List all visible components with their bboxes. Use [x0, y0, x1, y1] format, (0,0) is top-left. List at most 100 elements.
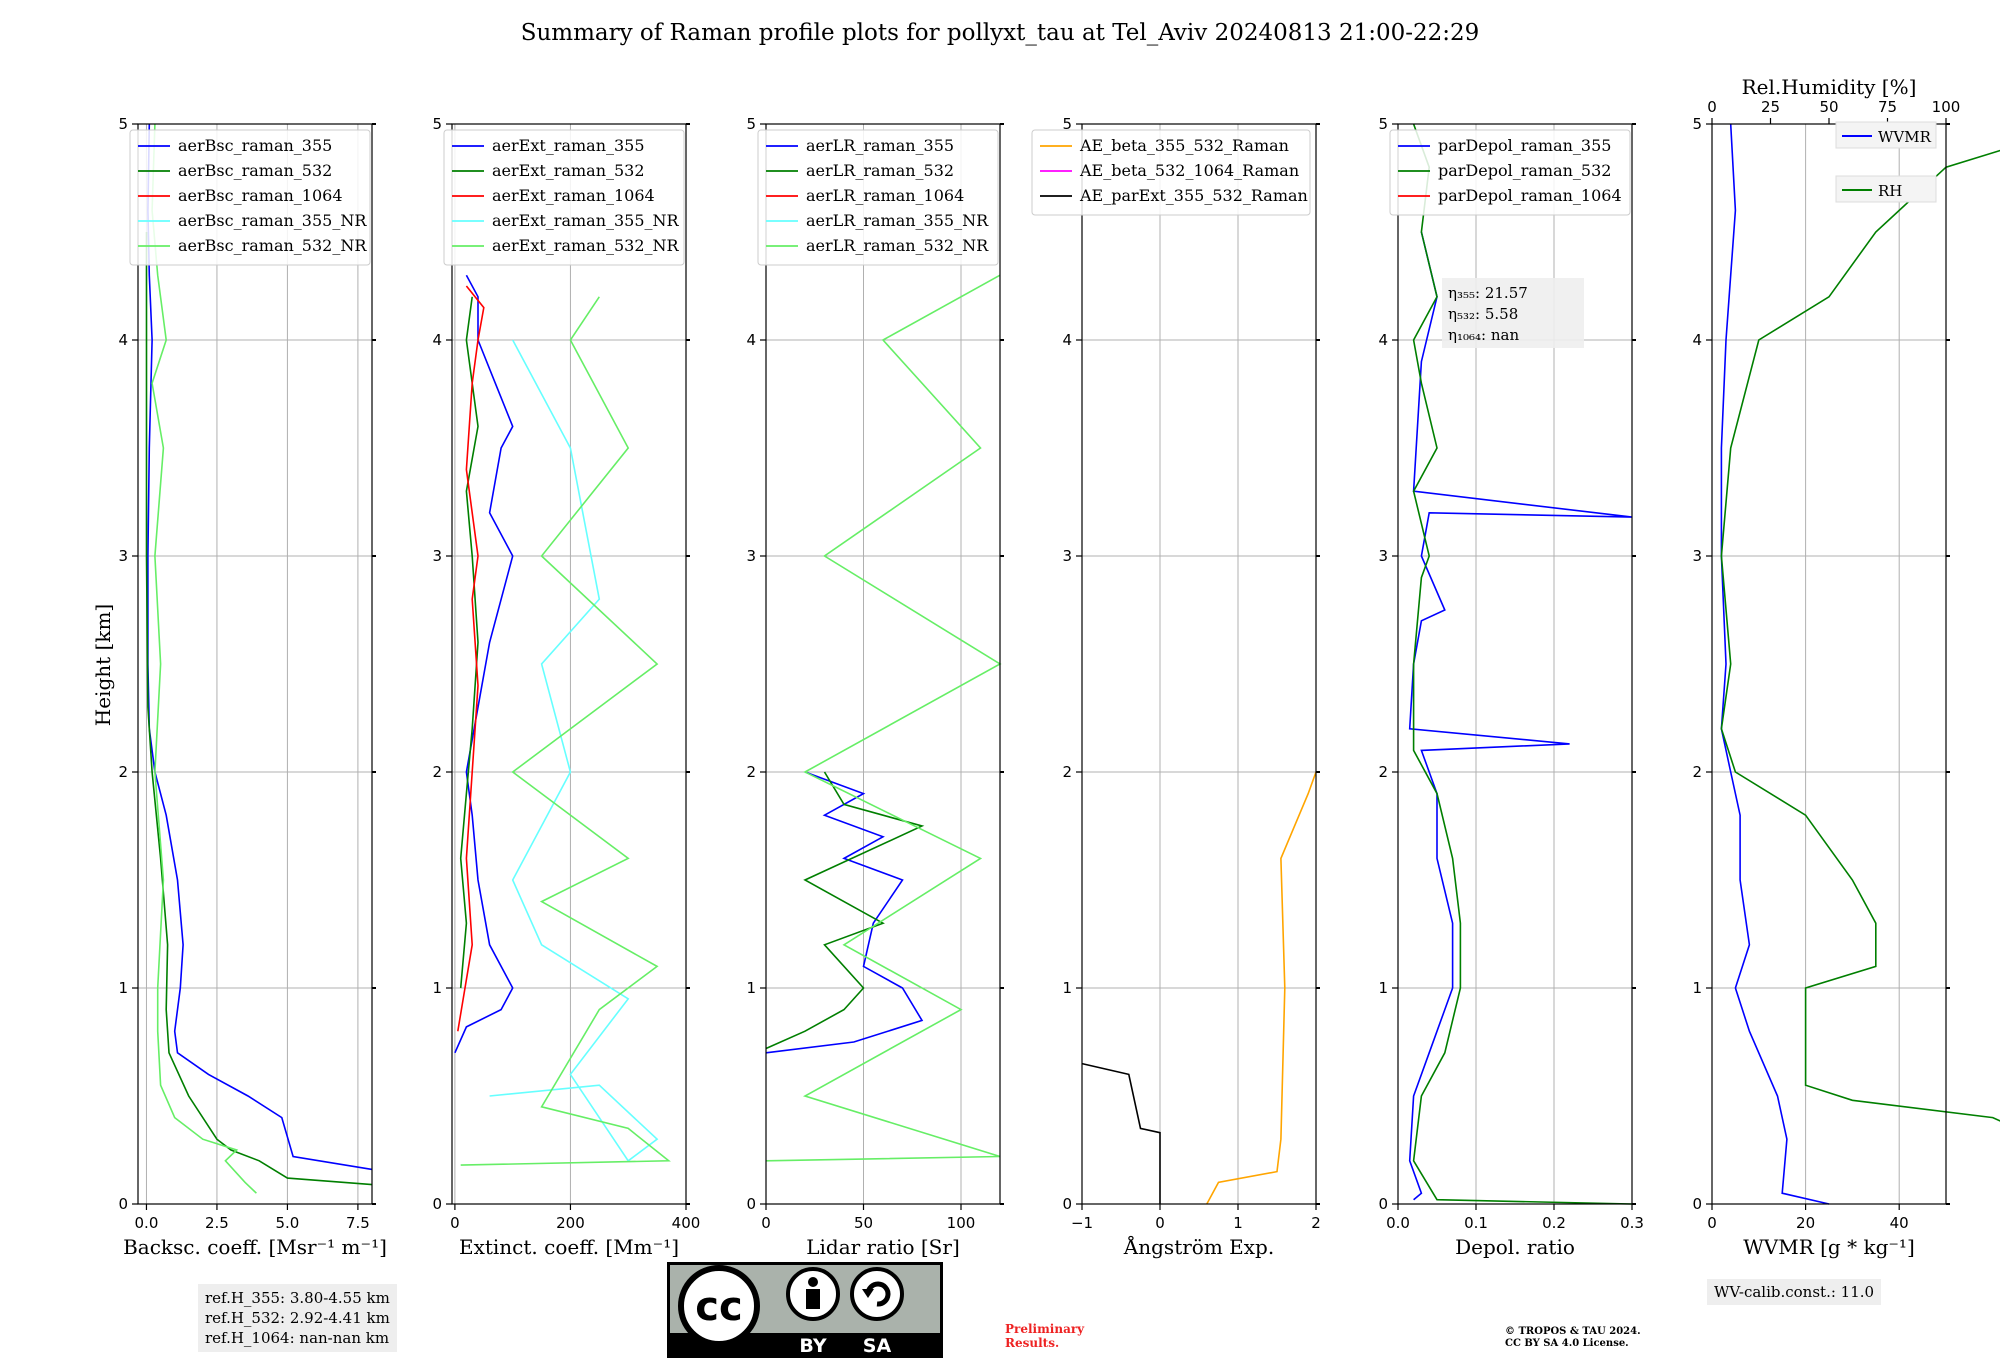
x-tick-label: 0: [1707, 1214, 1717, 1232]
series-line-aerExt_raman_532: [459, 296, 479, 989]
eta-annotation-line: η₃₅₅: 21.57: [1448, 284, 1528, 302]
x-tick-label: 2.5: [205, 1214, 229, 1232]
top-tick-label: 25: [1761, 98, 1780, 116]
legend-box: [757, 129, 999, 266]
top-tick-label: 100: [1932, 98, 1961, 116]
legend-box: [1031, 129, 1311, 216]
y-tick-label: 5: [1692, 115, 1702, 133]
y-tick-label: 3: [1378, 547, 1388, 565]
y-tick-label: 3: [432, 547, 442, 565]
series-line-aerExt_raman_532_NR: [460, 296, 671, 1166]
preliminary-line-2: Results.: [1005, 1336, 1060, 1350]
y-tick-label: 4: [1378, 331, 1388, 349]
legend-label: aerLR_raman_355: [806, 136, 954, 155]
legend-box: [1389, 129, 1631, 216]
y-tick-label: 1: [432, 979, 442, 997]
axes-frame: [765, 123, 1001, 1205]
series-line-aerLR_raman_355: [765, 771, 924, 1054]
series-line-WVMR: [1720, 123, 1830, 1205]
x-tick-label: 0.0: [135, 1214, 159, 1232]
legend-label: parDepol_raman_532: [1438, 161, 1611, 180]
preliminary-line-1: Preliminary: [1005, 1322, 1085, 1336]
legend-label: aerExt_raman_532: [492, 161, 645, 180]
y-tick-label: 2: [118, 763, 128, 781]
x-tick-label: 0.3: [1620, 1214, 1644, 1232]
x-tick-label: 1: [1233, 1214, 1243, 1232]
y-tick-label: 0: [1378, 1195, 1388, 1213]
legend-label: aerExt_raman_532_NR: [492, 236, 680, 255]
y-tick-label: 4: [1692, 331, 1702, 349]
top-tick-label: 75: [1878, 98, 1897, 116]
legend-label: aerLR_raman_355_NR: [806, 211, 989, 230]
legend-label: parDepol_raman_1064: [1438, 186, 1622, 205]
legend-label: aerBsc_raman_355_NR: [178, 211, 367, 230]
series-line-aerBsc_raman_355: [147, 123, 373, 1171]
x-tick-label: 0.2: [1542, 1214, 1566, 1232]
y-tick-label: 0: [746, 1195, 756, 1213]
series-line-aerLR_raman_532_NR: [765, 274, 1002, 1162]
x-tick-label: 40: [1890, 1214, 1909, 1232]
y-axis-label: Height [km]: [91, 604, 115, 726]
y-tick-label: 3: [1062, 547, 1072, 565]
copyright-line-1: © TROPOS & TAU 2024.: [1505, 1326, 1641, 1337]
x-tick-label: 200: [556, 1214, 585, 1232]
x-tick-label: 50: [854, 1214, 873, 1232]
legend-label: aerExt_raman_355: [492, 136, 645, 155]
x-axis-label: Lidar ratio [Sr]: [806, 1235, 960, 1259]
x-axis-label: Backsc. coeff. [Msr⁻¹ m⁻¹]: [123, 1235, 387, 1259]
legend-label: WVMR: [1878, 128, 1932, 146]
x-tick-label: 0: [1155, 1214, 1165, 1232]
y-tick-label: 2: [432, 763, 442, 781]
axes-frame: [451, 123, 687, 1205]
legend-label: AE_beta_355_532_Raman: [1079, 136, 1289, 155]
ref-height-box: ref.H_355: 3.80-4.55 km ref.H_532: 2.92-…: [198, 1284, 397, 1352]
series-line-AE_parExt_355_532_Raman: [1081, 1062, 1161, 1204]
top-tick-label: 0: [1707, 98, 1717, 116]
panel-lr: 0 50 100 0 1 2 3 4 5 Lidar ratio [Sr] aerLR_raman_…: [746, 115, 1004, 1259]
axes-frame: [137, 123, 373, 1205]
y-tick-label: 2: [1378, 763, 1388, 781]
sa-share-icon: [850, 1267, 904, 1321]
y-tick-label: 2: [1062, 763, 1072, 781]
y-tick-label: 5: [118, 115, 128, 133]
x-tick-label: 0.1: [1464, 1214, 1488, 1232]
y-tick-label: 0: [118, 1195, 128, 1213]
copyright-note: © TROPOS & TAU 2024. CC BY SA 4.0 Licens…: [1505, 1326, 1641, 1350]
y-tick-label: 2: [1692, 763, 1702, 781]
x-tick-label: 400: [672, 1214, 701, 1232]
x-axis-label: WVMR [g * kg⁻¹]: [1743, 1235, 1915, 1259]
y-tick-label: 2: [746, 763, 756, 781]
y-tick-label: 3: [118, 547, 128, 565]
y-tick-label: 1: [1692, 979, 1702, 997]
y-tick-label: 0: [1062, 1195, 1072, 1213]
x-axis-label: Extinct. coeff. [Mm⁻¹]: [459, 1235, 679, 1259]
x-tick-label: 0.0: [1386, 1214, 1410, 1232]
legend-label: parDepol_raman_355: [1438, 136, 1611, 155]
figure-title: Summary of Raman profile plots for polly…: [520, 20, 1480, 46]
x-axis-label: Depol. ratio: [1455, 1235, 1575, 1259]
legend-label: aerBsc_raman_355: [178, 136, 332, 155]
series-line-aerExt_raman_1064: [457, 285, 485, 1032]
legend-box: [1835, 175, 1937, 203]
x-tick-label: −1: [1071, 1214, 1093, 1232]
series-line-aerBsc_raman_532_NR: [151, 123, 257, 1194]
sa-text: SA: [863, 1335, 892, 1357]
y-tick-label: 1: [118, 979, 128, 997]
legend-label: aerExt_raman_1064: [492, 186, 655, 205]
legend-label: aerLR_raman_532: [806, 161, 954, 180]
y-tick-label: 3: [746, 547, 756, 565]
top-tick-label: 50: [1819, 98, 1838, 116]
x-tick-label: 7.5: [346, 1214, 370, 1232]
ref-height-532: ref.H_532: 2.92-4.41 km: [205, 1309, 390, 1327]
x-tick-label: 5.0: [275, 1214, 299, 1232]
series-line-aerLR_raman_532: [765, 771, 925, 1050]
x-tick-label: 100: [947, 1214, 976, 1232]
y-tick-label: 1: [746, 979, 756, 997]
x-axis-label: Ångström Exp.: [1123, 1234, 1274, 1259]
top-axis-label: Rel.Humidity [%]: [1742, 75, 1917, 99]
legend-label: aerBsc_raman_1064: [178, 186, 343, 205]
panel-depol: 0.0 0.1 0.2 0.3 0 1 2 3 4 5 Depol. ratio parDepol_r…: [1378, 115, 1643, 1259]
legend-label: aerBsc_raman_532_NR: [178, 236, 367, 255]
series-line-AE_beta_355_532_Raman: [1206, 771, 1317, 1205]
